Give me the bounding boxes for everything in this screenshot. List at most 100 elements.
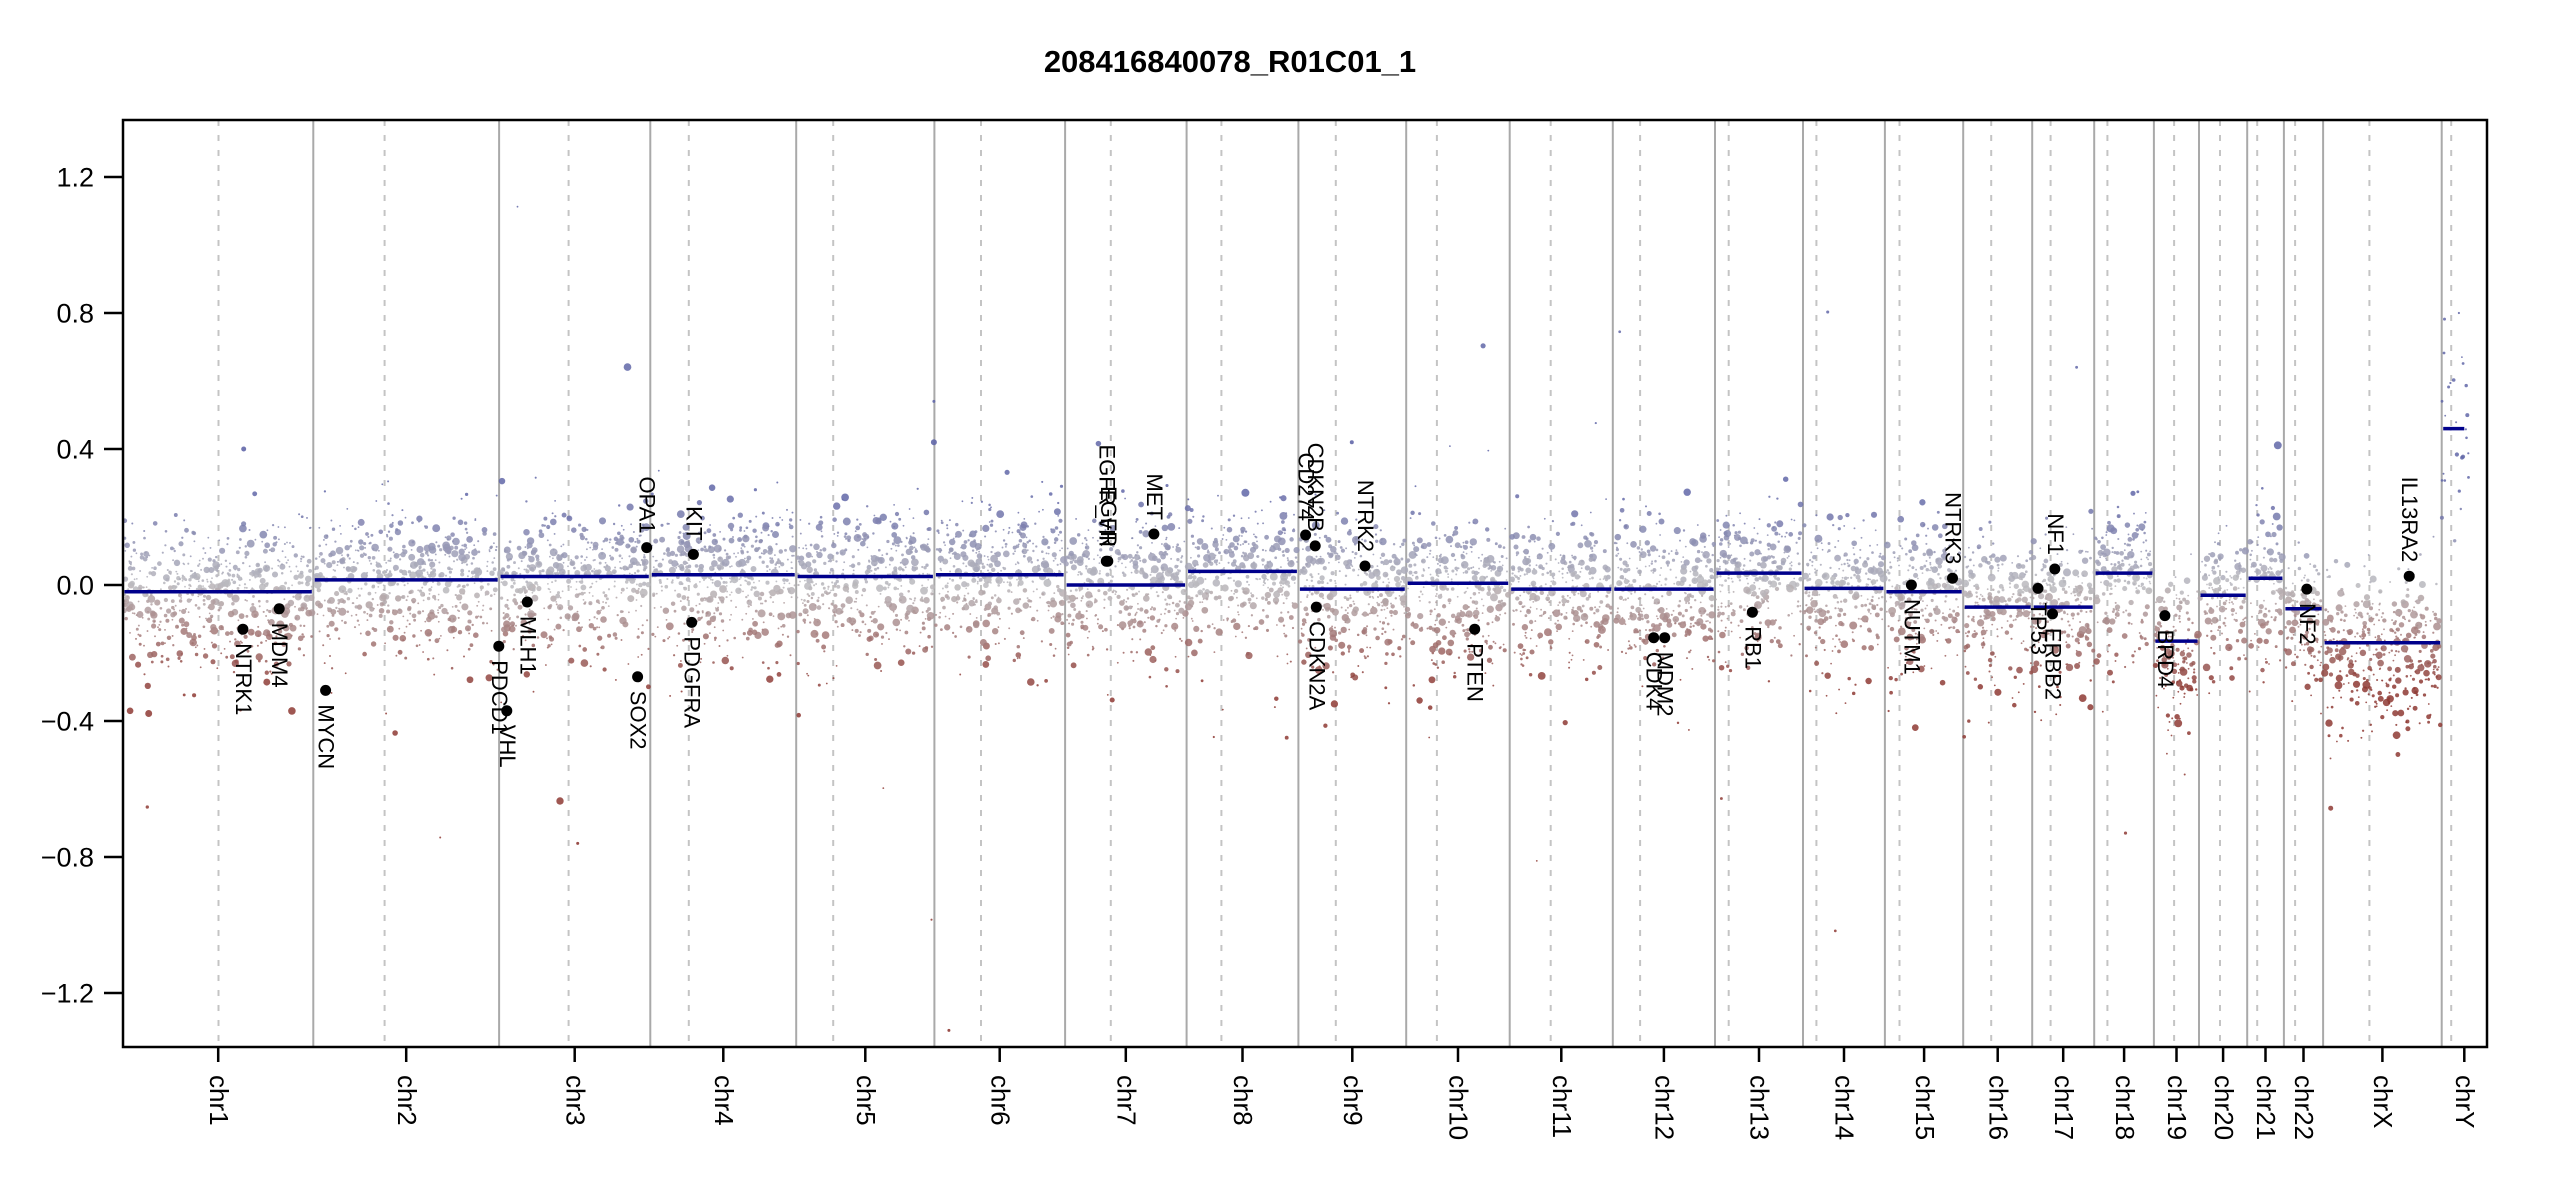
gene-marker-MDM2 [1659,632,1671,644]
probe-scatter-layer [123,205,2470,1032]
gene-label-NTRK3: NTRK3 [1940,492,1965,564]
gene-label-MET: MET [1142,474,1167,520]
x-tick-label-chr20: chr20 [2209,1075,2239,1140]
outlier-point [241,446,247,452]
gene-marker-NTRK2 [1359,560,1371,572]
x-tick-label-chr13: chr13 [1745,1075,1775,1140]
x-tick-label-chr22: chr22 [2289,1075,2319,1140]
x-tick-label-chr9: chr9 [1338,1075,1368,1126]
gene-marker-PDGFRA [686,616,698,628]
gene-label-NTRK1: NTRK1 [231,643,256,715]
gene-marker-VHL [501,705,513,717]
x-tick-label-chr15: chr15 [1910,1075,1940,1140]
gene-label-PDCD1: PDCD1 [487,660,512,735]
gene-label-VHL: VHL [495,725,520,768]
gene-label-MDM2: MDM2 [1653,652,1678,717]
gene-label-BRD4: BRD4 [2153,630,2178,689]
gene-label-NUTM1: NUTM1 [1899,599,1924,675]
x-tick-label-chr8: chr8 [1228,1075,1258,1126]
gene-label-EGFR_vIII: EGFR_vIII [1094,445,1119,548]
chromosome-dividers [217,120,2453,1047]
gene-marker-NTRK3 [1947,572,1958,584]
y-tick-label: 0.4 [56,434,94,464]
gene-marker-SOX2 [632,671,644,683]
gene-marker-NTRK1 [237,623,249,635]
x-tick-label-chr16: chr16 [1983,1075,2013,1140]
gene-label-EGFR: EGFR [1096,486,1121,547]
x-tick-label-chr2: chr2 [392,1075,422,1126]
gene-marker-MDM4 [273,603,285,615]
x-tick-label-chr10: chr10 [1444,1075,1474,1140]
gene-label-TP53: TP53 [2026,602,2051,655]
gene-marker-BRD4 [2159,610,2171,622]
y-tick-label: −1.2 [41,978,94,1008]
gene-label-MYCN: MYCN [314,704,339,769]
gene-marker-MET [1148,528,1160,540]
gene-marker-RB1 [1746,606,1758,618]
x-tick-label-chr11: chr11 [1547,1075,1577,1138]
x-tick-label-chr17: chr17 [2049,1075,2079,1140]
gene-label-ERBB2: ERBB2 [2040,628,2065,700]
gene-label-IL13RA2: IL13RA2 [2397,477,2422,563]
gene-label-SOX2: SOX2 [626,691,651,750]
outlier-point [1349,440,1354,445]
gene-label-NF2: NF2 [2295,603,2320,645]
gene-marker-TP53 [2032,582,2044,594]
gene-marker-MLH1 [521,596,533,608]
gene-marker-NF1 [2049,563,2061,575]
gene-marker-CDK4 [1648,632,1660,644]
gene-label-PTEN: PTEN [1463,643,1488,702]
gene-marker-IL13RA2 [2403,570,2415,582]
gene-label-CDKN2B: CDKN2B [1303,443,1328,532]
x-tick-label-chr21: chr21 [2251,1075,2281,1140]
gene-label-PDGFRA: PDGFRA [680,636,705,728]
gene-label-RB1: RB1 [1740,626,1765,669]
gene-marker-ERBB2 [2047,608,2058,620]
gene-marker-CD274 [1300,529,1312,541]
x-tick-label-chr1: chr1 [204,1075,234,1126]
x-tick-label-chr4: chr4 [709,1075,739,1126]
x-tick-label-chr18: chr18 [2110,1075,2140,1140]
gene-label-CDK4: CDK4 [1642,652,1667,711]
x-tick-label-chrY: chrY [2450,1075,2480,1128]
gene-marker-OPA1 [641,542,653,554]
outlier-point [930,439,937,446]
x-tick-label-chr3: chr3 [560,1075,590,1126]
y-tick-label: 1.2 [56,162,94,192]
gene-label-MLH1: MLH1 [515,616,540,675]
y-tick-label: 0.0 [56,570,94,600]
x-tick-label-chr19: chr19 [2162,1075,2192,1140]
y-axis: 1.2 0.8 0.4 0.0 −0.4 −0.8 −1.2 [41,162,123,1008]
gene-label-NF1: NF1 [2043,513,2068,555]
y-tick-label: 0.8 [56,298,94,328]
gene-marker-CDKN2A [1310,601,1322,613]
gene-marker-PTEN [1469,623,1481,635]
y-tick-label: −0.4 [41,706,94,736]
gene-label-MDM4: MDM4 [267,623,292,688]
x-tick-label-chr5: chr5 [851,1075,881,1126]
x-tick-label-chr6: chr6 [985,1075,1015,1126]
gene-marker-NF2 [2301,583,2313,595]
gene-label-KIT: KIT [681,506,706,540]
x-axis: chr1 chr2 chr3 chr4 chr5 chr6 chr7 chr8 chr9 chr1… [204,1047,2480,1140]
plot-title: 208416840078_R01C01_1 [1043,44,1417,79]
gene-label-CDKN2A: CDKN2A [1304,621,1329,711]
x-tick-label-chr7: chr7 [1111,1075,1141,1126]
x-tick-label-chrX: chrX [2368,1075,2398,1128]
outlier-point [947,1028,951,1032]
gene-label-CD274: CD274 [1294,453,1319,521]
x-tick-label-chr12: chr12 [1650,1075,1680,1140]
outlier-point [576,841,580,845]
outlier-point [932,399,936,403]
y-tick-label: −0.8 [41,842,94,872]
gene-marker-PDCD1 [493,640,505,652]
gene-label-OPA1: OPA1 [635,477,660,534]
gene-marker-NUTM1 [1905,579,1917,591]
segment-mean-lines [124,426,2465,645]
gene-marker-EGFR [1102,555,1114,567]
gene-marker-CDKN2B [1309,540,1321,552]
gene-marker-KIT [687,548,699,560]
